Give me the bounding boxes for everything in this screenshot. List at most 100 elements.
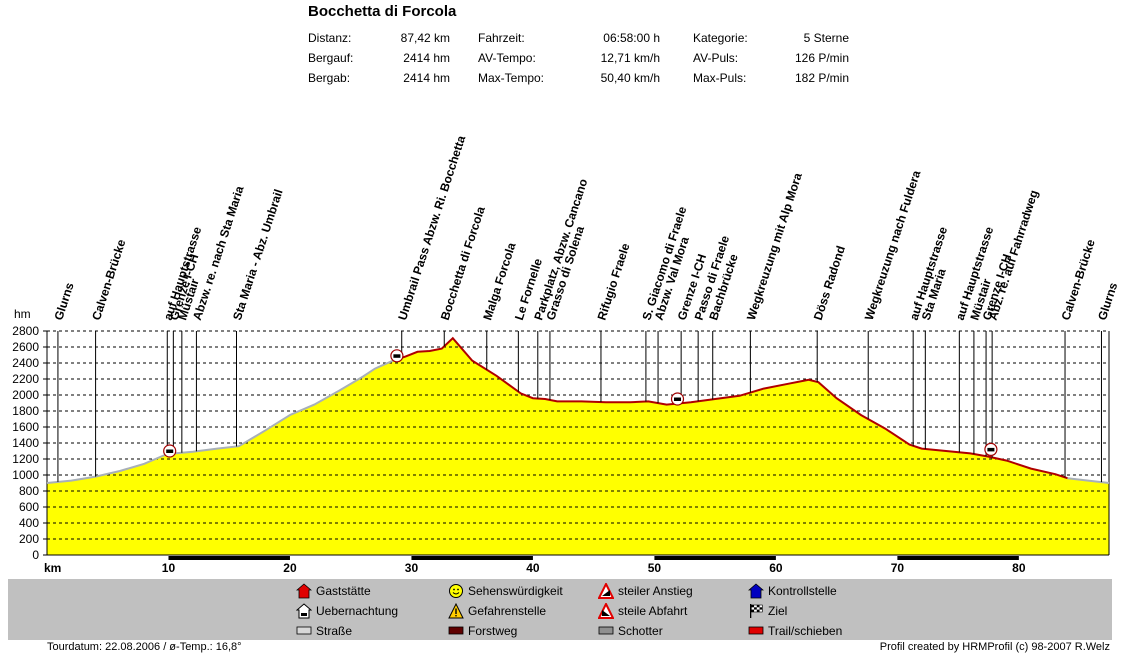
y-tick-label: 1400 xyxy=(12,436,39,450)
waypoint-label: Abz. re. auf Fahrradweg xyxy=(986,188,1041,322)
house-blue-icon xyxy=(748,583,764,599)
waypoint-label: Calven-Brücke xyxy=(89,237,128,322)
kontrollstelle-marker xyxy=(984,442,998,456)
y-tick-label: 1800 xyxy=(12,404,39,418)
stat-label: Bergauf: xyxy=(308,51,354,65)
stat-label: Kategorie: xyxy=(693,31,748,45)
km-scale-band xyxy=(47,556,1109,560)
stat-row: Max-Puls: 182 P/min xyxy=(693,68,849,88)
marker-symbol xyxy=(674,397,681,401)
x-tick-label: 50 xyxy=(648,561,662,575)
stat-value: 2414 hm xyxy=(403,51,450,65)
kontrollstelle-marker xyxy=(163,444,177,458)
legend-label: steiler Anstieg xyxy=(618,584,693,598)
stat-row: Bergauf: 2414 hm xyxy=(308,48,450,68)
legend: Gaststätte Uebernachtung Straße Sehenswü… xyxy=(8,579,1112,640)
stat-label: AV-Puls: xyxy=(693,51,739,65)
y-tick-label: 800 xyxy=(19,484,39,498)
km-scale-segment xyxy=(168,556,290,560)
stat-label: Max-Tempo: xyxy=(478,71,545,85)
y-tick-label: 2800 xyxy=(12,324,39,338)
waypoint-label: Calven-Brücke xyxy=(1059,237,1098,322)
stat-value: 12,71 km/h xyxy=(600,51,660,65)
y-tick-label: 2000 xyxy=(12,388,39,402)
y-tick-label: 1000 xyxy=(12,468,39,482)
stats-column-time: Fahrzeit: 06:58:00 h AV-Tempo: 12,71 km/h … xyxy=(478,28,660,88)
x-tick-label: 30 xyxy=(405,561,419,575)
smiley-icon xyxy=(449,584,463,598)
trail-bar-icon xyxy=(748,626,764,635)
finish-flag-icon xyxy=(750,604,763,618)
stats-column-distance: Distanz: 87,42 km Bergauf: 2414 hm Bergab:… xyxy=(308,28,450,88)
stat-row: Fahrzeit: 06:58:00 h xyxy=(478,28,660,48)
stat-label: Bergab: xyxy=(308,71,351,85)
y-axis-title: hm xyxy=(14,307,31,321)
kontrollstelle-marker xyxy=(390,349,404,363)
elevation-profile-chart: Glurns Calven-Brücke auf HauptstrasseGrenz… xyxy=(12,134,1120,575)
waypoint-label: Glurns xyxy=(1095,281,1120,322)
stat-value: 2414 hm xyxy=(403,71,450,85)
y-tick-label: 2200 xyxy=(12,372,39,386)
y-tick-label: 400 xyxy=(19,516,39,530)
stat-label: Fahrzeit: xyxy=(478,31,525,45)
waypoint-label: Wegkreuzung mit Alp Mora xyxy=(744,171,805,322)
y-tick-label: 2600 xyxy=(12,340,39,354)
legend-label: Gaststätte xyxy=(316,584,371,598)
forest-bar-icon xyxy=(448,626,464,635)
stat-value: 50,40 km/h xyxy=(600,71,660,85)
legend-label: Ziel xyxy=(768,604,788,618)
km-scale-segment xyxy=(411,556,533,560)
y-tick-label: 1200 xyxy=(12,452,39,466)
waypoint-label: Malga Forcola xyxy=(480,241,518,322)
legend-label: Trail/schieben xyxy=(768,624,843,638)
x-tick-label: 20 xyxy=(283,561,297,575)
stat-row: Max-Tempo: 50,40 km/h xyxy=(478,68,660,88)
legend-label: Uebernachtung xyxy=(316,604,399,618)
legend-label: Straße xyxy=(316,624,353,638)
x-tick-label: 10 xyxy=(162,561,176,575)
legend-label: Schotter xyxy=(618,624,663,638)
legend-label: Forstweg xyxy=(468,624,518,638)
stat-value: 87,42 km xyxy=(400,31,450,45)
x-axis-title: km xyxy=(44,561,61,575)
stat-value: 06:58:00 h xyxy=(603,31,660,45)
waypoint-label: Glurns xyxy=(51,281,76,322)
legend-label: Kontrollstelle xyxy=(768,584,837,598)
marker-symbol xyxy=(166,449,174,453)
stat-value: 126 P/min xyxy=(794,51,849,65)
x-tick-label: 40 xyxy=(526,561,540,575)
stat-label: AV-Tempo: xyxy=(478,51,536,65)
legend-label: Sehenswürdigkeit xyxy=(468,584,563,598)
warning-triangle-icon xyxy=(448,603,464,619)
marker-symbol xyxy=(393,354,401,358)
y-tick-label: 600 xyxy=(19,500,39,514)
stats-column-category: Kategorie: 5 Sterne AV-Puls: 126 P/min Max… xyxy=(693,28,849,88)
stat-value: 182 P/min xyxy=(794,71,849,85)
steep-up-icon xyxy=(598,583,614,599)
stat-value: 5 Sterne xyxy=(803,31,849,45)
credits-footer: Profil created by HRMProfil (c) 98-2007 … xyxy=(879,641,1110,653)
stat-row: Distanz: 87,42 km xyxy=(308,28,450,48)
stat-label: Max-Puls: xyxy=(693,71,747,85)
y-tick-label: 1600 xyxy=(12,420,39,434)
y-tick-label: 0 xyxy=(32,548,39,562)
waypoint-label: Bocchetta di Forcola xyxy=(438,204,488,322)
profile-line-road xyxy=(46,454,166,484)
stat-row: Bergab: 2414 hm xyxy=(308,68,450,88)
gravel-bar-icon xyxy=(598,626,614,635)
stat-row: Kategorie: 5 Sterne xyxy=(693,28,849,48)
steep-down-icon xyxy=(598,603,614,619)
y-tick-label: 2400 xyxy=(12,356,39,370)
x-tick-label: 70 xyxy=(891,561,905,575)
stat-row: AV-Tempo: 12,71 km/h xyxy=(478,48,660,68)
house-red-icon xyxy=(296,583,312,599)
bed-house-icon xyxy=(296,603,312,619)
legend-label: Gefahrenstelle xyxy=(468,604,547,618)
x-tick-label: 60 xyxy=(769,561,783,575)
profile-line-trail xyxy=(392,336,1068,480)
profile-line-road xyxy=(173,359,394,455)
y-tick-label: 200 xyxy=(19,532,39,546)
marker-symbol xyxy=(987,447,995,452)
waypoint-label: Rifugio Fraele xyxy=(595,241,633,322)
km-scale-segment xyxy=(654,556,776,560)
